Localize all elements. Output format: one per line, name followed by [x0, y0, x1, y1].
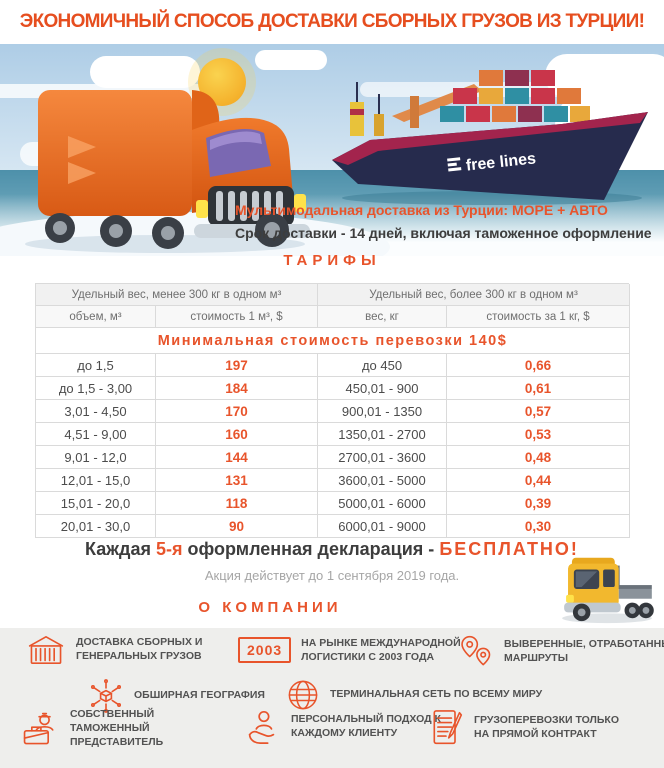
- volume-cell: 3,01 - 4,50: [36, 400, 156, 423]
- container-icon: [26, 634, 66, 666]
- weight-cell: 3600,01 - 5000: [318, 469, 447, 492]
- promo-number: 5-я: [155, 539, 183, 559]
- weight-cell: до 450: [318, 354, 447, 377]
- weight-cell: 5000,01 - 6000: [318, 492, 447, 515]
- promo-free: БЕСПЛАТНО!: [439, 539, 579, 559]
- about-section-title: О КОМПАНИИ: [198, 599, 342, 616]
- price-m3-cell: 118: [156, 492, 318, 515]
- price-kg-cell: 0,53: [447, 423, 630, 446]
- volume-cell: 20,01 - 30,0: [36, 515, 156, 538]
- feature-cargo-delivery: ДОСТАВКА СБОРНЫХ И ГЕНЕРАЛЬНЫХ ГРУЗОВ: [26, 634, 216, 666]
- feature-label: НА РЫНКЕ МЕЖДУНАРОДНОЙ ЛОГИСТИКИ С 2003 …: [301, 637, 461, 663]
- promo-validity: Акция действует до 1 сентября 2019 года.: [204, 568, 460, 583]
- price-m3-cell: 197: [156, 354, 318, 377]
- route-pins-icon: [458, 634, 494, 670]
- price-m3-cell: 184: [156, 377, 318, 400]
- price-kg-cell: 0,48: [447, 446, 630, 469]
- header-banner: ЭКОНОМИЧНЫЙ СПОСОБ ДОСТАВКИ СБОРНЫХ ГРУЗ…: [0, 0, 664, 44]
- page-title: ЭКОНОМИЧНЫЙ СПОСОБ ДОСТАВКИ СБОРНЫХ ГРУЗ…: [19, 11, 645, 32]
- feature-label: ТЕРМИНАЛЬНАЯ СЕТЬ ПО ВСЕМУ МИРУ: [330, 688, 543, 701]
- weight-cell: 6000,01 - 9000: [318, 515, 447, 538]
- year-2003-badge: 2003: [238, 636, 292, 663]
- weight-cell: 900,01 - 1350: [318, 400, 447, 423]
- price-m3-cell: 144: [156, 446, 318, 469]
- price-kg-cell: 0,44: [447, 469, 630, 492]
- feature-terminal-network: ТЕРМИНАЛЬНАЯ СЕТЬ ПО ВСЕМУ МИРУ: [286, 678, 542, 712]
- promo-prefix: Каждая: [85, 539, 151, 559]
- weight-cell: 1350,01 - 2700: [318, 423, 447, 446]
- volume-cell: 9,01 - 12,0: [36, 446, 156, 469]
- cloud: [255, 50, 327, 70]
- min-cost-note: Минимальная стоимость перевозки 140$: [36, 328, 630, 354]
- promo-middle: оформленная декларация -: [187, 539, 435, 559]
- volume-cell: 12,01 - 15,0: [36, 469, 156, 492]
- hero-line2: Срок доставки - 14 дней, включая таможен…: [235, 225, 652, 241]
- feature-since-2003: 2003 НА РЫНКЕ МЕЖДУНАРОДНОЙ ЛОГИСТИКИ С …: [238, 636, 469, 665]
- hero-caption: Мультимодальная доставка из Турции: МОРЕ…: [235, 202, 652, 241]
- col-header-price-kg: стоимость за 1 кг, $: [447, 306, 630, 328]
- volume-cell: до 1,5 - 3,00: [36, 377, 156, 400]
- price-kg-cell: 0,39: [447, 492, 630, 515]
- price-kg-cell: 0,66: [447, 354, 630, 377]
- client-care-icon: [243, 708, 281, 746]
- col-header-weight: вес, кг: [318, 306, 447, 328]
- price-kg-cell: 0,57: [447, 400, 630, 423]
- volume-cell: 15,01 - 20,0: [36, 492, 156, 515]
- year-2003-badge-text: 2003: [238, 636, 292, 663]
- volume-cell: 4,51 - 9,00: [36, 423, 156, 446]
- volume-cell: до 1,5: [36, 354, 156, 377]
- weight-cell: 450,01 - 900: [318, 377, 447, 400]
- price-kg-cell: 0,30: [447, 515, 630, 538]
- feature-label: ГРУЗОПЕРЕВОЗКИ ТОЛЬКО НА ПРЯМОЙ КОНТРАКТ: [474, 714, 620, 740]
- hero-line1: Мультимодальная доставка из Турции: МОРЕ…: [235, 202, 608, 218]
- cargo-ship-illustration: free lines: [332, 70, 648, 205]
- feature-customs-representative: СОБСТВЕННЫЙ ТАМОЖЕННЫЙ ПРЕДСТАВИТЕЛЬ: [20, 708, 232, 750]
- contract-icon: [428, 708, 464, 748]
- network-icon: [88, 678, 124, 714]
- col-header-volume: объем, м³: [36, 306, 156, 328]
- feature-label: ОБШИРНАЯ ГЕОГРАФИЯ: [134, 689, 265, 702]
- promo-headline: Каждая 5-я оформленная декларация - БЕСП…: [0, 539, 664, 560]
- promo-truck-illustration: [562, 557, 654, 624]
- globe-icon: [286, 678, 320, 712]
- feature-label: ПЕРСОНАЛЬНЫЙ ПОДХОД К КАЖДОМУ КЛИЕНТУ: [291, 713, 441, 739]
- cloud: [90, 56, 200, 88]
- feature-proven-routes: ВЫВЕРЕННЫЕ, ОТРАБОТАННЫЕ МАРШРУТЫ: [458, 634, 664, 670]
- feature-direct-contract: ГРУЗОПЕРЕВОЗКИ ТОЛЬКО НА ПРЯМОЙ КОНТРАКТ: [428, 708, 626, 748]
- col-header-price-m3: стоимость 1 м³, $: [156, 306, 318, 328]
- container-stack: [440, 70, 590, 122]
- hero-illustration: free lines: [0, 44, 664, 256]
- truck-illustration: [25, 90, 310, 253]
- price-m3-cell: 90: [156, 515, 318, 538]
- price-m3-cell: 131: [156, 469, 318, 492]
- price-m3-cell: 160: [156, 423, 318, 446]
- feature-label: ДОСТАВКА СБОРНЫХ И ГЕНЕРАЛЬНЫХ ГРУЗОВ: [76, 636, 203, 662]
- price-m3-cell: 170: [156, 400, 318, 423]
- feature-label: СОБСТВЕННЫЙ ТАМОЖЕННЫЙ ПРЕДСТАВИТЕЛЬ: [70, 708, 164, 748]
- truck-wheels: [45, 213, 289, 249]
- group-header-under-300: Удельный вес, менее 300 кг в одном м³: [36, 284, 318, 306]
- customs-officer-icon: [20, 710, 60, 748]
- tariffs-section-title: ТАРИФЫ: [283, 252, 381, 269]
- group-header-over-300: Удельный вес, более 300 кг в одном м³: [318, 284, 630, 306]
- feature-label: ВЫВЕРЕННЫЕ, ОТРАБОТАННЫЕ МАРШРУТЫ: [504, 638, 664, 664]
- feature-wide-geography: ОБШИРНАЯ ГЕОГРАФИЯ: [88, 678, 265, 714]
- weight-cell: 2700,01 - 3600: [318, 446, 447, 469]
- tariff-table: Удельный вес, менее 300 кг в одном м³ Уд…: [35, 283, 630, 538]
- price-kg-cell: 0,61: [447, 377, 630, 400]
- feature-personal-approach: ПЕРСОНАЛЬНЫЙ ПОДХОД К КАЖДОМУ КЛИЕНТУ: [243, 708, 443, 746]
